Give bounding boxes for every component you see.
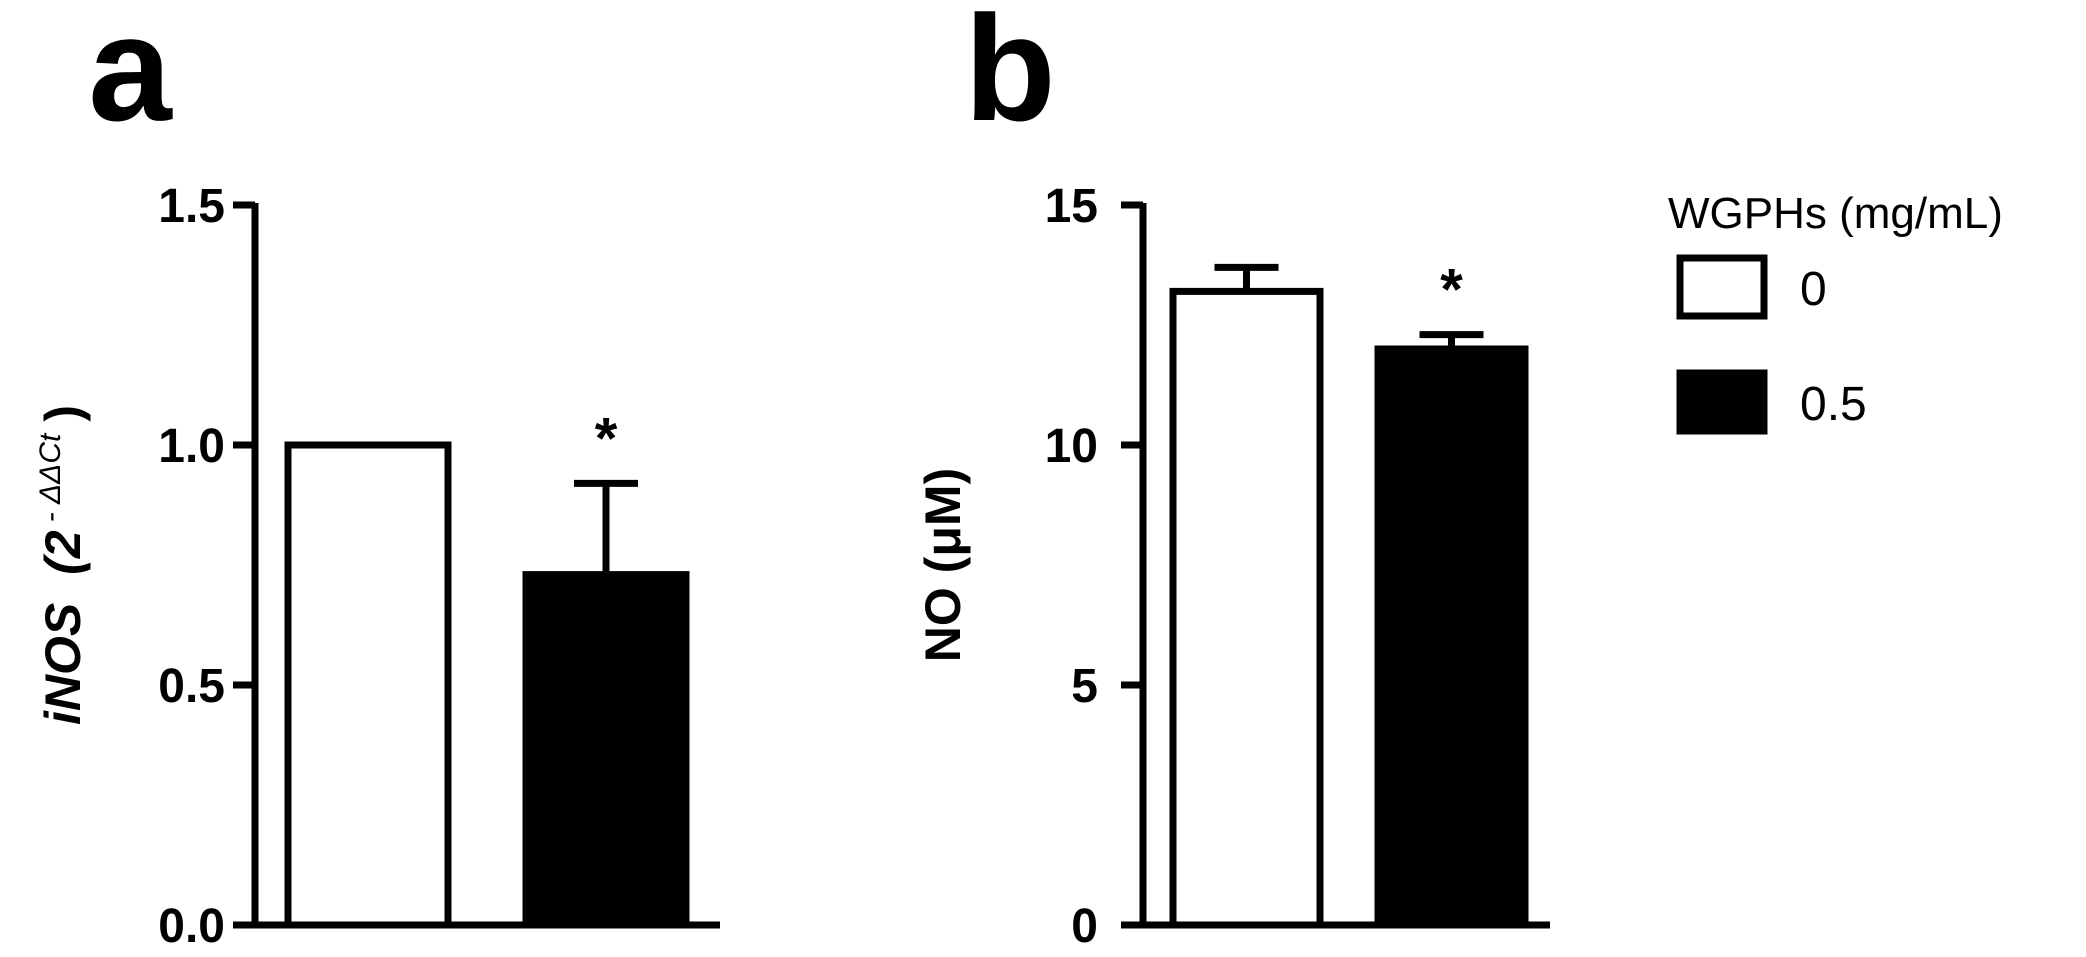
legend: WGPHs (mg/mL) 0 0.5 [1668,189,2003,435]
significance-mark: * [1440,258,1463,323]
significance-mark: * [595,406,618,471]
y-tick-label: 1.5 [158,180,225,233]
panel-label: b [964,0,1056,152]
y-tick-label: 15 [1045,180,1098,233]
y-axis-label-paren: (2 [35,530,91,575]
legend-label-1: 0.5 [1800,378,1867,431]
panel-a: a 0.0 0.5 1.0 1.5 * iNOS (2 - ΔΔCt) [34,0,720,953]
panel-b: b 0 5 10 15 * NO (μM) [915,0,1550,953]
legend-title: WGPHs (mg/mL) [1668,189,2003,238]
y-tick-label: 10 [1045,420,1098,473]
bar-0.5 [1374,345,1529,929]
bar-0.5 [522,571,690,929]
legend-swatch-0 [1676,254,1768,320]
y-axis-label-superscript: - ΔΔCt [34,432,67,522]
y-tick-label: 5 [1071,660,1098,713]
panel-label: a [88,0,173,152]
legend-swatch-1 [1676,369,1768,435]
y-axis-label: NO (μM) [915,468,971,662]
y-axis-label-main: iNOS [35,603,91,725]
bar-0 [1169,287,1324,929]
legend-label-0: 0 [1800,263,1827,316]
y-tick-label: 0.5 [158,660,225,713]
bar-0 [284,441,452,929]
y-tick-label: 0 [1071,900,1098,953]
y-tick-label: 0.0 [158,900,225,953]
y-tick-label: 1.0 [158,420,225,473]
y-axis-label: iNOS (2 - ΔΔCt) [34,405,91,725]
y-axis-label-paren-close: ) [35,405,91,422]
